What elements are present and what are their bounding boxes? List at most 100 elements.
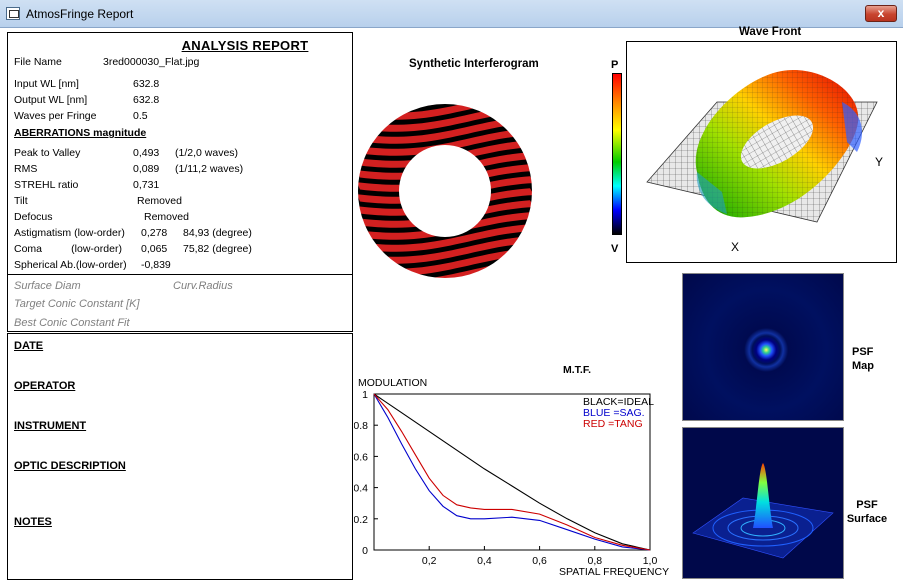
colorbar (612, 73, 622, 235)
strehl-label: STREHL ratio (14, 179, 79, 191)
mtf-title: M.T.F. (563, 364, 591, 376)
fringe-band (356, 152, 534, 180)
mtf-y-tick-label: 0.6 (354, 451, 368, 463)
fringe-band (356, 188, 534, 216)
output-wl-value: 632.8 (133, 94, 160, 106)
colorbar-top-label: P (611, 59, 619, 71)
target-conic-label: Target Conic Constant [K] (14, 298, 140, 310)
spherical-value: -0,839 (141, 259, 171, 271)
instrument-heading: INSTRUMENT (14, 420, 87, 432)
strehl-value: 0,731 (133, 179, 160, 191)
mtf-y-tick-label: 0 (362, 545, 368, 557)
psf-surface-plot (692, 463, 834, 559)
report-content: ANALYSIS REPORT File Name 3red000030_Fla… (4, 26, 899, 583)
psf-surface-label-line1: PSF (856, 499, 878, 511)
surface-diam-label: Surface Diam (14, 280, 81, 292)
ptv-waves: (1/2,0 waves) (175, 147, 239, 159)
wavefront-x-label: X (731, 240, 740, 254)
fringe-band (356, 260, 534, 280)
psf-map (682, 273, 844, 421)
astigmatism-label: Astigmatism (low-order) (14, 227, 125, 239)
window-title: AtmosFringe Report (26, 7, 134, 21)
mtf-y-ticks: 0 0.2 0.4 0.6 0.8 1 (354, 389, 378, 557)
file-name-label: File Name (14, 56, 62, 68)
mtf-series-line-0 (373, 393, 651, 551)
rms-value: 0,089 (133, 163, 160, 175)
astigmatism-degree: 84,93 (degree) (183, 227, 252, 239)
mtf-y-tick-label: 0.2 (354, 514, 368, 526)
fringe-band (358, 102, 448, 108)
mtf-x-tick-label: 1,0 (643, 555, 658, 567)
mtf-x-tick-label: 0,2 (422, 555, 437, 567)
synthetic-interferogram (356, 102, 534, 280)
astigmatism-value: 0,278 (141, 227, 168, 239)
colorbar-bottom-label: V (611, 243, 619, 255)
analysis-report-panel: ANALYSIS REPORT File Name 3red000030_Fla… (7, 32, 353, 332)
operator-heading: OPERATOR (14, 380, 76, 392)
fringe-lines (356, 102, 534, 280)
report-title: ANALYSIS REPORT (181, 38, 309, 53)
mtf-x-ticks: 0,2 0,4 0,6 0,8 1,0 (422, 546, 658, 567)
wavefront-surface (646, 70, 878, 223)
wavefront-title: Wave Front (739, 26, 802, 38)
waves-per-fringe-value: 0.5 (133, 110, 148, 122)
mtf-series-line-1 (373, 393, 651, 551)
optic-description-heading: OPTIC DESCRIPTION (14, 460, 126, 472)
rms-waves: (1/11,2 waves) (175, 163, 244, 175)
input-wl-label: Input WL [nm] (14, 78, 79, 90)
mtf-legend-entry: RED =TANG (583, 418, 643, 430)
mtf-legend-entry: BLACK=IDEAL (583, 396, 654, 408)
fringe-band (356, 116, 534, 144)
mtf-chart: 0 0.2 0.4 0.6 0.8 1 0,2 0,4 0,6 0,8 1,0 BLACK=IDE… (354, 389, 669, 578)
divider (8, 274, 352, 275)
mtf-legend-entry: BLUE =SAG. (583, 407, 645, 419)
interferogram-title: Synthetic Interferogram (409, 58, 539, 70)
window-titlebar: AtmosFringe Report x (0, 0, 903, 28)
fringe-band (356, 140, 534, 168)
psf-surface-label: PSF Surface (842, 498, 892, 526)
fringe-band (356, 104, 534, 132)
app-icon (6, 7, 20, 20)
ptv-label: Peak to Valley (14, 147, 81, 159)
mtf-y-tick-label: 0.4 (354, 483, 368, 495)
notes-panel: DATE OPERATOR INSTRUMENT OPTIC DESCRIPTI… (7, 333, 353, 580)
psf-map-label-line1: PSF (852, 346, 874, 358)
mtf-y-tick-label: 1 (362, 389, 368, 401)
tilt-value: Removed (137, 195, 182, 207)
psf-surface (682, 427, 844, 579)
fringe-band (356, 248, 534, 276)
fringe-band (356, 176, 534, 204)
fringe-band (356, 236, 534, 264)
aberrations-header: ABERRATIONS magnitude (14, 127, 147, 139)
mtf-x-tick-label: 0,6 (532, 555, 547, 567)
mtf-x-tick-label: 0,4 (477, 555, 492, 567)
file-name-value: 3red000030_Flat.jpg (103, 56, 200, 68)
fringe-band (356, 212, 534, 240)
mtf-y-tick-label: 0.8 (354, 420, 368, 432)
notes-heading: NOTES (14, 516, 52, 528)
curv-radius-label: Curv.Radius (173, 280, 233, 292)
input-wl-value: 632.8 (133, 78, 160, 90)
ptv-value: 0,493 (133, 147, 160, 159)
output-wl-label: Output WL [nm] (14, 94, 88, 106)
close-button[interactable]: x (865, 5, 897, 22)
mtf-ylabel: MODULATION (358, 377, 428, 389)
mtf-series-line-2 (373, 393, 651, 551)
mtf-series (373, 393, 651, 551)
coma-degree: 75,82 (degree) (183, 243, 252, 255)
best-conic-label: Best Conic Constant Fit (14, 317, 130, 329)
psf-surface-label-line2: Surface (846, 513, 888, 525)
coma-value: 0,065 (141, 243, 168, 255)
fringe-band (356, 200, 534, 228)
fringe-band (356, 224, 534, 252)
fringe-band (356, 128, 534, 156)
wavefront-y-label: Y (875, 155, 884, 169)
psf-map-label: PSF Map (852, 345, 874, 373)
tilt-label: Tilt (14, 195, 28, 207)
waves-per-fringe-label: Waves per Fringe (14, 110, 97, 122)
date-heading: DATE (14, 340, 44, 352)
spherical-label: Spherical Ab.(low-order) (14, 259, 127, 271)
coma-label: Coma (low-order) (14, 243, 122, 255)
fringe-band (356, 102, 506, 120)
